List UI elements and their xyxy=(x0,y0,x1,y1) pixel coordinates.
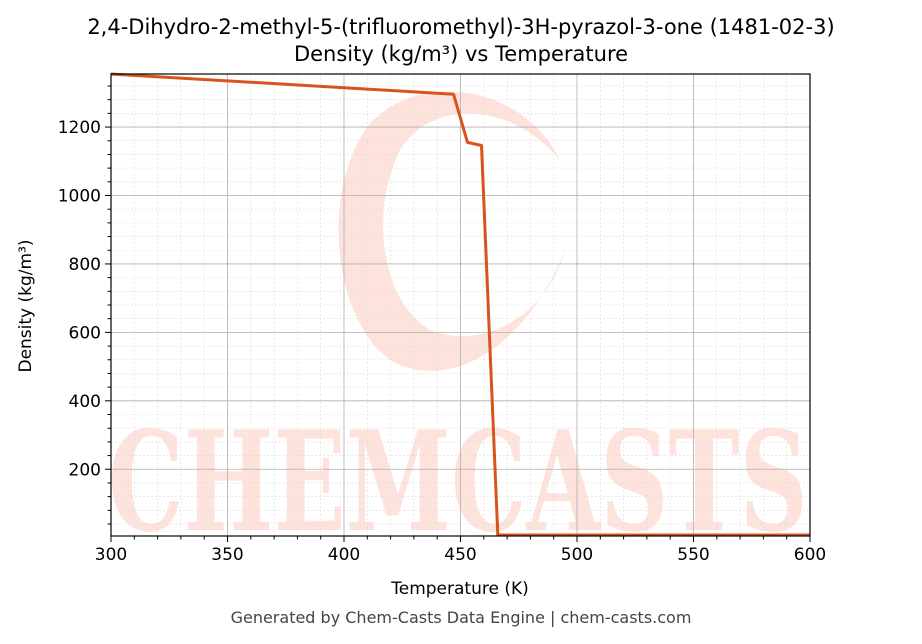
footer-credit: Generated by Chem-Casts Data Engine | ch… xyxy=(230,608,692,627)
x-axis: 300 350 400 450 500 550 600 xyxy=(95,536,826,565)
x-tick-label: 450 xyxy=(444,545,476,565)
x-tick-label: 600 xyxy=(794,545,826,565)
y-axis: 200 400 600 800 1000 1200 xyxy=(58,85,111,525)
x-axis-label: Temperature (K) xyxy=(390,579,529,599)
x-tick-label: 550 xyxy=(677,545,709,565)
watermark-swirl-icon xyxy=(338,91,565,371)
y-tick-label: 1200 xyxy=(58,118,101,138)
y-tick-label: 800 xyxy=(69,255,101,275)
watermark-text: CHEMCASTS xyxy=(108,400,808,563)
chart-subtitle: Density (kg/m³) vs Temperature xyxy=(294,42,628,66)
x-tick-label: 350 xyxy=(211,545,243,565)
density-series-line xyxy=(110,72,810,537)
y-axis-label: Density (kg/m³) xyxy=(16,239,36,372)
y-tick-label: 200 xyxy=(69,460,101,480)
y-tick-label: 400 xyxy=(69,392,101,412)
watermark: CHEMCASTS xyxy=(108,91,808,563)
x-tick-label: 500 xyxy=(561,545,593,565)
x-tick-label: 400 xyxy=(328,545,360,565)
x-tick-label: 300 xyxy=(95,545,127,565)
y-tick-label: 1000 xyxy=(58,186,101,206)
y-tick-label: 600 xyxy=(69,323,101,343)
chart-title: 2,4-Dihydro-2-methyl-5-(trifluoromethyl)… xyxy=(87,15,834,39)
